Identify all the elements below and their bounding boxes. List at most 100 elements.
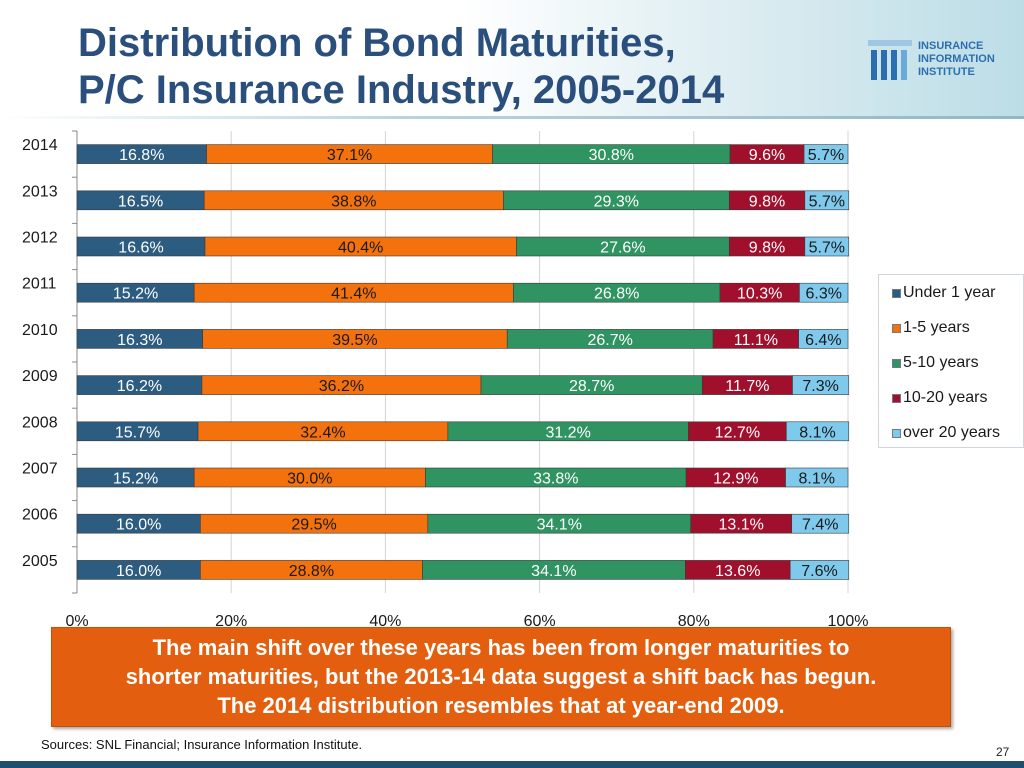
data-label: 16.6% [118,240,163,257]
bar-segment [785,467,849,488]
legend-item: 1-5 years [892,319,970,337]
y-tick-label: 2007 [22,461,58,478]
data-label: 7.6% [801,563,837,580]
callout-line-3: The 2014 distribution resembles that at … [217,693,785,718]
data-label: 13.6% [715,563,760,580]
data-label: 16.0% [116,563,161,580]
data-label: 5.7% [809,193,845,210]
legend-item: Under 1 year [892,284,996,302]
legend-item: 5-10 years [892,354,979,372]
y-tick-label: 2009 [22,368,58,385]
iii-logo-icon [868,40,912,80]
data-label: 28.8% [289,563,334,580]
legend-swatch [892,324,901,333]
data-label: 9.8% [749,193,785,210]
y-tick-label: 2010 [22,322,58,339]
data-label: 37.1% [327,147,372,164]
logo-line-3: INSTITUTE [918,66,975,78]
legend-swatch [892,394,901,403]
data-label: 6.3% [805,286,841,303]
slide-title-line-2: P/C Insurance Industry, 2005-2014 [78,68,725,112]
bar-segment [786,421,850,442]
callout-box: The main shift over these years has been… [51,627,951,727]
data-label: 38.8% [331,193,376,210]
data-label: 16.8% [119,147,164,164]
iii-logo: INSURANCE INFORMATION INSTITUTE [866,38,1016,84]
data-label: 15.7% [115,424,160,441]
chart-legend: Under 1 year 1-5 years 5-10 years 10-20 yea… [878,274,1024,448]
data-label: 34.1% [531,563,576,580]
callout-line-1: The main shift over these years has been… [152,635,850,660]
legend-label: over 20 years [903,424,1000,441]
data-label: 36.2% [319,378,364,395]
y-tick-label: 2014 [22,137,58,154]
legend-label: 1-5 years [903,319,970,336]
legend-label: Under 1 year [903,284,996,301]
x-tick-label: 100% [828,613,869,627]
data-label: 11.7% [725,378,769,395]
data-label: 12.9% [713,471,758,488]
data-label: 12.7% [715,424,760,441]
data-label: 39.5% [332,332,377,349]
data-label: 29.5% [291,517,336,534]
data-label: 41.4% [331,286,376,303]
bar-segment [791,513,850,534]
data-label: 5.7% [808,147,844,164]
y-tick-label: 2006 [22,507,58,524]
data-label: 26.8% [594,286,639,303]
y-tick-label: 2013 [22,183,58,200]
legend-swatch [892,289,901,298]
page-number: 27 [996,745,1010,759]
logo-line-2: INFORMATION [918,53,995,65]
data-label: 32.4% [300,424,345,441]
data-label: 13.1% [719,517,764,534]
legend-label: 5-10 years [903,354,979,371]
bar-segment [792,375,850,395]
slide-title-line-1: Distribution of Bond Maturities, [78,21,676,65]
data-label: 15.2% [113,471,158,488]
data-label: 16.0% [116,517,161,534]
data-label: 16.5% [118,193,163,210]
data-label: 6.4% [805,332,841,349]
bar-segment [799,282,849,303]
legend-swatch [892,359,901,368]
data-label: 40.4% [338,240,383,257]
data-label: 5.7% [809,240,845,257]
legend-label: 10-20 years [903,389,988,406]
logo-line-1: INSURANCE [918,40,984,52]
data-label: 30.8% [589,147,634,164]
legend-item: over 20 years [892,424,1000,442]
data-label: 9.8% [749,240,785,257]
y-tick-label: 2011 [22,276,57,293]
x-tick-label: 20% [215,613,247,627]
x-tick-label: 0% [65,613,88,627]
data-label: 26.7% [587,332,632,349]
callout-line-2: shorter maturities, but the 2013-14 data… [125,664,877,689]
data-label: 34.1% [537,517,582,534]
legend-item: 10-20 years [892,389,988,407]
data-label: 8.1% [799,471,835,488]
stacked-bar-chart: 2014 16.8% 37.1% 30.8% 9.6% 5.7% 2013 16.5% 38.8… [22,130,869,627]
sources-note: Sources: SNL Financial; Insurance Inform… [41,737,363,752]
bar-segment [804,236,850,257]
data-label: 28.7% [569,378,614,395]
bar-segment [804,190,850,211]
data-label: 27.6% [600,240,645,257]
bar-segment [789,560,850,580]
bar-segment [798,329,849,349]
data-label: 9.6% [749,147,785,164]
data-label: 11.1% [734,332,778,349]
header-band [0,0,1024,118]
footer-band [0,761,1024,768]
data-label: 7.4% [802,517,838,534]
data-label: 10.3% [737,286,782,303]
x-tick-label: 80% [678,613,710,627]
y-tick-label: 2005 [22,553,58,570]
data-label: 16.3% [117,332,162,349]
header-divider [0,116,1024,119]
slide-title: Distribution of Bond Maturities, P/C Ins… [78,20,724,114]
data-label: 33.8% [533,471,578,488]
y-tick-label: 2008 [22,414,58,431]
data-label: 30.0% [287,471,332,488]
data-label: 29.3% [594,193,639,210]
